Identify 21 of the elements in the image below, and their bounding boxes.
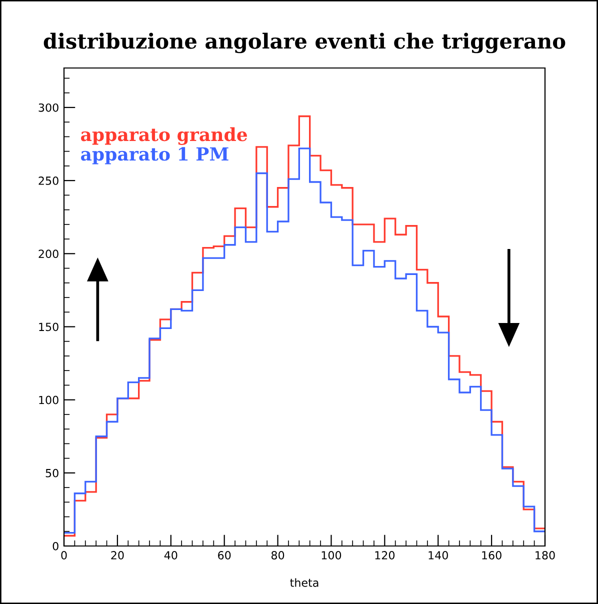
x-tick-label: 60 xyxy=(218,551,231,560)
x-tick-label: 160 xyxy=(482,551,502,560)
x-tick-label: 120 xyxy=(375,551,395,560)
y-tick-label: 100 xyxy=(39,396,58,404)
y-tick-label: 150 xyxy=(39,322,58,332)
x-tick-label: 80 xyxy=(271,551,284,560)
x-tick-label: 140 xyxy=(428,551,448,560)
x-tick-label: 100 xyxy=(322,551,342,560)
y-tick-label: 300 xyxy=(38,103,58,112)
x-tick-label: 0 xyxy=(61,551,67,560)
x-tick-label: 180 xyxy=(536,551,555,560)
x-tick-label: 40 xyxy=(164,551,178,560)
y-tick-label: 200 xyxy=(38,250,58,258)
x-tick-label: 20 xyxy=(111,551,124,560)
chart-title: distribuzione angolare eventi che triggerano xyxy=(44,32,566,54)
y-tick-label: 50 xyxy=(46,468,58,478)
y-tick-label: 0 xyxy=(52,542,58,550)
series-label: apparato 1 PM xyxy=(80,147,228,164)
series-label: apparato grande xyxy=(80,127,248,145)
x-axis-title: theta xyxy=(290,578,318,587)
y-tick-label: 250 xyxy=(38,176,58,185)
